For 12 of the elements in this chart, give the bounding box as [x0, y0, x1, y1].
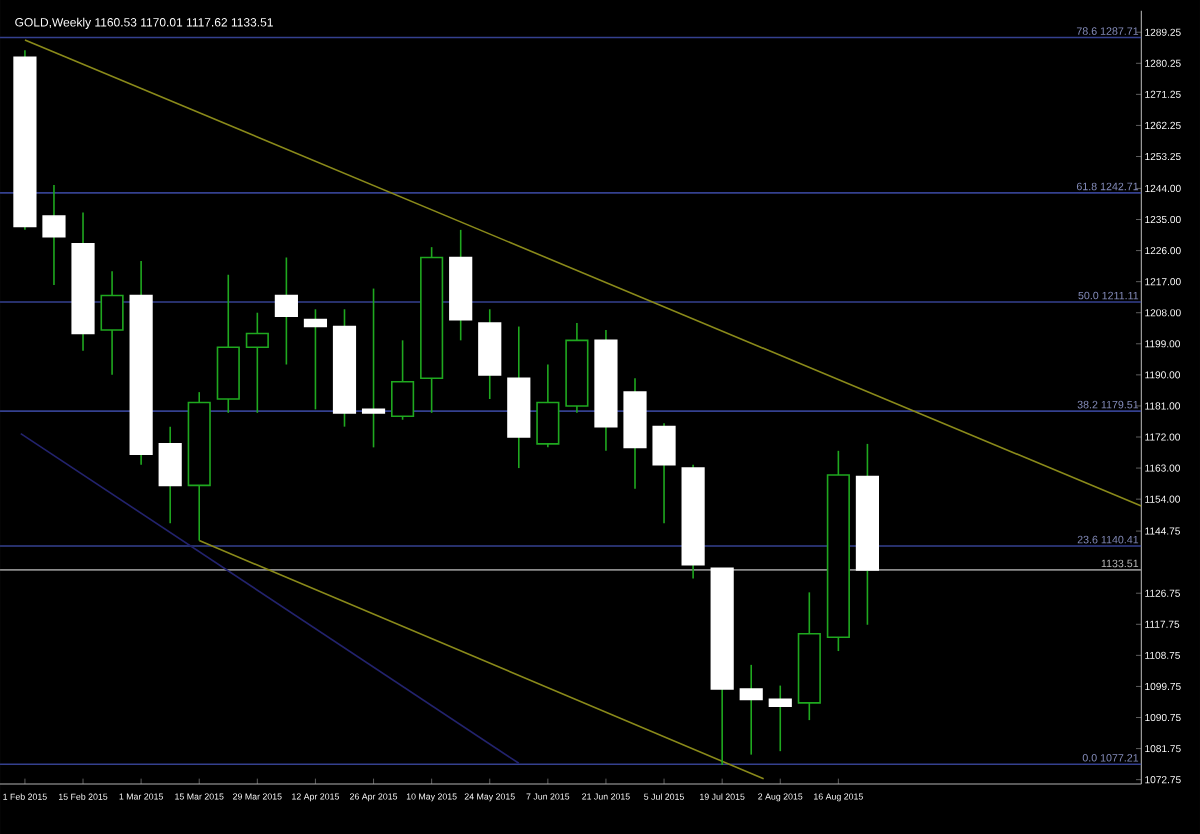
candlestick	[391, 339, 415, 421]
candlestick	[245, 311, 269, 414]
candlestick	[768, 684, 792, 752]
candlestick	[303, 308, 328, 411]
candlestick	[158, 425, 182, 525]
candlestick	[42, 184, 66, 286]
candlestick	[536, 363, 560, 449]
candlestick	[652, 422, 676, 525]
candlestick	[274, 256, 298, 366]
candlestick	[100, 270, 124, 376]
candlestick	[739, 664, 763, 756]
candlestick	[361, 287, 386, 449]
